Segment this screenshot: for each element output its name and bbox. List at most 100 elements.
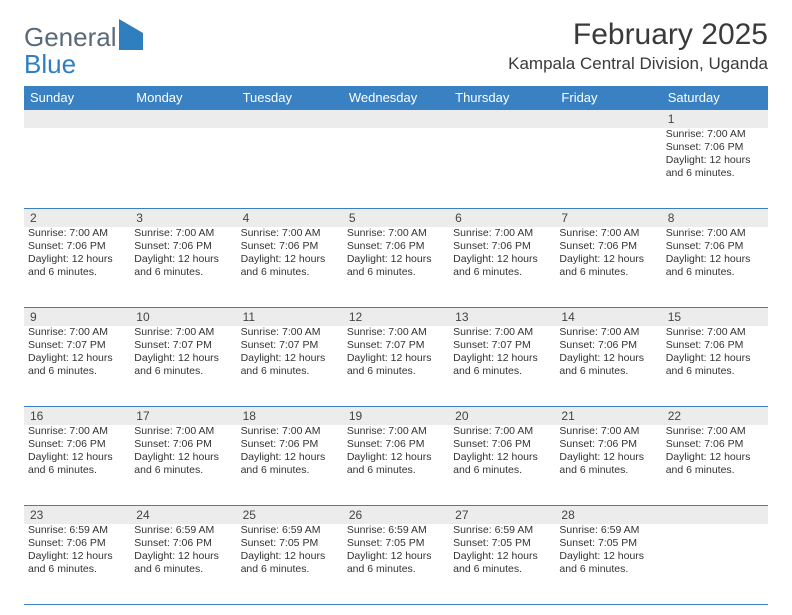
daylight-line: Daylight: 12 hours and 6 minutes. xyxy=(453,352,551,378)
sunrise-line: Sunrise: 7:00 AM xyxy=(453,326,551,339)
day-cell: Sunrise: 7:00 AMSunset: 7:07 PMDaylight:… xyxy=(449,326,555,406)
day-cell: Sunrise: 7:00 AMSunset: 7:06 PMDaylight:… xyxy=(130,227,236,307)
sunrise-line: Sunrise: 6:59 AM xyxy=(134,524,232,537)
day-number xyxy=(555,110,661,128)
day-number xyxy=(343,110,449,128)
day-number xyxy=(449,110,555,128)
daylight-line: Daylight: 12 hours and 6 minutes. xyxy=(134,550,232,576)
day-number: 23 xyxy=(24,506,130,524)
day-cell: Sunrise: 7:00 AMSunset: 7:06 PMDaylight:… xyxy=(449,425,555,505)
day-cell xyxy=(343,128,449,208)
sunrise-line: Sunrise: 7:00 AM xyxy=(28,227,126,240)
sunrise-line: Sunrise: 6:59 AM xyxy=(453,524,551,537)
week-row: Sunrise: 7:00 AMSunset: 7:06 PMDaylight:… xyxy=(24,227,768,308)
sunset-line: Sunset: 7:06 PM xyxy=(134,438,232,451)
day-cell: Sunrise: 7:00 AMSunset: 7:07 PMDaylight:… xyxy=(24,326,130,406)
day-number: 10 xyxy=(130,308,236,326)
sunset-line: Sunset: 7:07 PM xyxy=(134,339,232,352)
day-cell xyxy=(24,128,130,208)
sunset-line: Sunset: 7:05 PM xyxy=(347,537,445,550)
daylight-line: Daylight: 12 hours and 6 minutes. xyxy=(453,451,551,477)
daylight-line: Daylight: 12 hours and 6 minutes. xyxy=(347,550,445,576)
day-number: 16 xyxy=(24,407,130,425)
day-number: 18 xyxy=(237,407,343,425)
calendar: Sunday Monday Tuesday Wednesday Thursday… xyxy=(24,86,768,605)
daylight-line: Daylight: 12 hours and 6 minutes. xyxy=(347,253,445,279)
day-cell: Sunrise: 7:00 AMSunset: 7:07 PMDaylight:… xyxy=(343,326,449,406)
day-number: 15 xyxy=(662,308,768,326)
weekday-name: Wednesday xyxy=(343,86,449,110)
weekday-name: Monday xyxy=(130,86,236,110)
day-cell: Sunrise: 7:00 AMSunset: 7:06 PMDaylight:… xyxy=(343,227,449,307)
page-title: February 2025 xyxy=(508,18,768,52)
sunrise-line: Sunrise: 7:00 AM xyxy=(453,227,551,240)
sunset-line: Sunset: 7:07 PM xyxy=(453,339,551,352)
sunrise-line: Sunrise: 7:00 AM xyxy=(559,326,657,339)
sunset-line: Sunset: 7:06 PM xyxy=(28,537,126,550)
sunrise-line: Sunrise: 7:00 AM xyxy=(347,425,445,438)
header: General Blue February 2025 Kampala Centr… xyxy=(24,18,768,78)
daylight-line: Daylight: 12 hours and 6 minutes. xyxy=(453,253,551,279)
day-cell: Sunrise: 6:59 AMSunset: 7:05 PMDaylight:… xyxy=(555,524,661,604)
sunset-line: Sunset: 7:06 PM xyxy=(666,438,764,451)
daynum-row: 1 xyxy=(24,110,768,128)
daylight-line: Daylight: 12 hours and 6 minutes. xyxy=(559,253,657,279)
sunset-line: Sunset: 7:06 PM xyxy=(666,240,764,253)
day-number: 7 xyxy=(555,209,661,227)
daylight-line: Daylight: 12 hours and 6 minutes. xyxy=(241,253,339,279)
daylight-line: Daylight: 12 hours and 6 minutes. xyxy=(559,451,657,477)
sunset-line: Sunset: 7:05 PM xyxy=(559,537,657,550)
daylight-line: Daylight: 12 hours and 6 minutes. xyxy=(134,352,232,378)
sunset-line: Sunset: 7:05 PM xyxy=(453,537,551,550)
sunrise-line: Sunrise: 7:00 AM xyxy=(666,128,764,141)
daynum-row: 2345678 xyxy=(24,209,768,227)
sunrise-line: Sunrise: 7:00 AM xyxy=(347,326,445,339)
sunset-line: Sunset: 7:06 PM xyxy=(241,438,339,451)
day-cell: Sunrise: 6:59 AMSunset: 7:05 PMDaylight:… xyxy=(237,524,343,604)
daylight-line: Daylight: 12 hours and 6 minutes. xyxy=(347,352,445,378)
daylight-line: Daylight: 12 hours and 6 minutes. xyxy=(666,154,764,180)
day-number: 1 xyxy=(662,110,768,128)
day-cell: Sunrise: 7:00 AMSunset: 7:06 PMDaylight:… xyxy=(662,425,768,505)
daylight-line: Daylight: 12 hours and 6 minutes. xyxy=(559,352,657,378)
day-cell xyxy=(555,128,661,208)
day-number: 2 xyxy=(24,209,130,227)
day-cell: Sunrise: 7:00 AMSunset: 7:06 PMDaylight:… xyxy=(343,425,449,505)
sunset-line: Sunset: 7:06 PM xyxy=(134,240,232,253)
day-cell: Sunrise: 6:59 AMSunset: 7:05 PMDaylight:… xyxy=(343,524,449,604)
daylight-line: Daylight: 12 hours and 6 minutes. xyxy=(134,451,232,477)
day-number xyxy=(130,110,236,128)
sunset-line: Sunset: 7:06 PM xyxy=(453,438,551,451)
sunset-line: Sunset: 7:07 PM xyxy=(28,339,126,352)
daylight-line: Daylight: 12 hours and 6 minutes. xyxy=(28,451,126,477)
daylight-line: Daylight: 12 hours and 6 minutes. xyxy=(241,451,339,477)
day-number: 12 xyxy=(343,308,449,326)
weekday-header: Sunday Monday Tuesday Wednesday Thursday… xyxy=(24,86,768,110)
sunrise-line: Sunrise: 7:00 AM xyxy=(241,326,339,339)
daylight-line: Daylight: 12 hours and 6 minutes. xyxy=(241,550,339,576)
sunrise-line: Sunrise: 7:00 AM xyxy=(453,425,551,438)
day-number: 11 xyxy=(237,308,343,326)
day-number: 28 xyxy=(555,506,661,524)
daylight-line: Daylight: 12 hours and 6 minutes. xyxy=(666,451,764,477)
sunset-line: Sunset: 7:06 PM xyxy=(347,438,445,451)
sunset-line: Sunset: 7:06 PM xyxy=(559,240,657,253)
weekday-name: Sunday xyxy=(24,86,130,110)
day-cell: Sunrise: 7:00 AMSunset: 7:07 PMDaylight:… xyxy=(130,326,236,406)
day-number: 20 xyxy=(449,407,555,425)
day-cell: Sunrise: 7:00 AMSunset: 7:06 PMDaylight:… xyxy=(555,425,661,505)
day-number: 8 xyxy=(662,209,768,227)
daylight-line: Daylight: 12 hours and 6 minutes. xyxy=(134,253,232,279)
day-cell: Sunrise: 7:00 AMSunset: 7:07 PMDaylight:… xyxy=(237,326,343,406)
day-cell: Sunrise: 7:00 AMSunset: 7:06 PMDaylight:… xyxy=(237,227,343,307)
weeks-container: 1Sunrise: 7:00 AMSunset: 7:06 PMDaylight… xyxy=(24,110,768,605)
sunset-line: Sunset: 7:06 PM xyxy=(453,240,551,253)
day-cell: Sunrise: 7:00 AMSunset: 7:06 PMDaylight:… xyxy=(237,425,343,505)
sunrise-line: Sunrise: 7:00 AM xyxy=(134,227,232,240)
day-number xyxy=(237,110,343,128)
sunset-line: Sunset: 7:06 PM xyxy=(559,339,657,352)
week-row: Sunrise: 7:00 AMSunset: 7:06 PMDaylight:… xyxy=(24,425,768,506)
day-cell xyxy=(130,128,236,208)
day-number: 27 xyxy=(449,506,555,524)
daynum-row: 16171819202122 xyxy=(24,407,768,425)
